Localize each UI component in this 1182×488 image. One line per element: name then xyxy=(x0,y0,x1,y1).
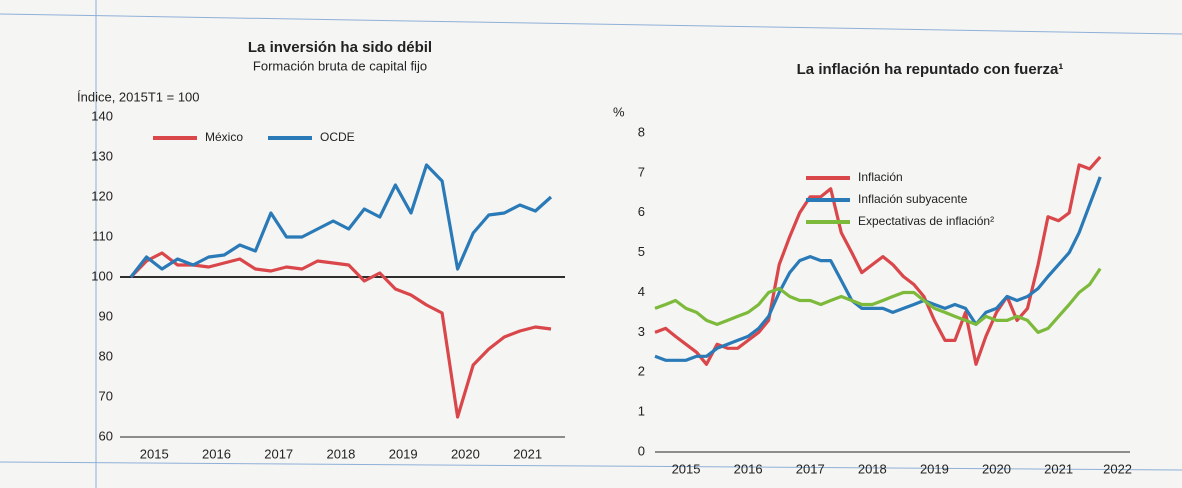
y-tick-label: 80 xyxy=(99,348,113,363)
y-tick-label: 8 xyxy=(638,124,645,139)
x-tick-label: 2020 xyxy=(982,461,1011,476)
y-tick-label: 70 xyxy=(99,388,113,403)
x-tick-label: 2018 xyxy=(858,461,887,476)
legend-label: México xyxy=(205,130,243,144)
y-tick-label: 2 xyxy=(638,364,645,379)
y-tick-label: 130 xyxy=(91,148,113,163)
y-tick-label: 5 xyxy=(638,244,645,259)
chart-title: La inflación ha repuntado con fuerza¹ xyxy=(797,61,1064,78)
x-tick-label: 2016 xyxy=(734,461,763,476)
x-tick-label: 2019 xyxy=(920,461,949,476)
chart-subtitle: Formación bruta de capital fijo xyxy=(253,58,427,73)
y-tick-label: 120 xyxy=(91,188,113,203)
y-tick-label: 110 xyxy=(92,228,113,243)
x-tick-label: 2015 xyxy=(672,461,701,476)
legend-label: OCDE xyxy=(320,130,355,144)
x-tick-label: 2022 xyxy=(1103,461,1132,476)
y-tick-label: 90 xyxy=(99,308,113,323)
x-tick-label: 2017 xyxy=(796,461,825,476)
x-tick-label: 2019 xyxy=(389,446,418,461)
y-tick-label: 0 xyxy=(638,443,645,458)
y-tick-label: 140 xyxy=(91,108,113,123)
x-tick-label: 2017 xyxy=(264,446,293,461)
x-tick-label: 2021 xyxy=(513,446,542,461)
series-line xyxy=(654,176,1102,362)
legend-label: Inflación xyxy=(858,170,903,184)
y-tick-label: 100 xyxy=(91,268,113,283)
series-line xyxy=(654,267,1102,334)
x-tick-label: 2020 xyxy=(451,446,480,461)
series-line xyxy=(654,155,1102,366)
y-tick-label: 60 xyxy=(99,428,113,443)
chart-title: La inversión ha sido débil xyxy=(248,39,432,56)
y-tick-label: 4 xyxy=(638,284,645,299)
x-tick-label: 2015 xyxy=(140,446,169,461)
y-tick-label: 1 xyxy=(638,404,645,419)
scan-line xyxy=(0,13,1182,35)
y-axis-label: % xyxy=(613,104,625,119)
series-line xyxy=(129,251,552,419)
y-tick-label: 7 xyxy=(638,164,645,179)
x-tick-label: 2018 xyxy=(326,446,355,461)
y-tick-label: 6 xyxy=(638,204,645,219)
x-tick-label: 2021 xyxy=(1044,461,1073,476)
scan-line xyxy=(0,461,1182,471)
series-line xyxy=(129,163,553,278)
y-tick-label: 3 xyxy=(638,324,645,339)
y-axis-label: Índice, 2015T1 = 100 xyxy=(77,89,200,104)
legend-label: Expectativas de inflación² xyxy=(858,214,994,228)
x-tick-label: 2016 xyxy=(202,446,231,461)
legend-label: Inflación subyacente xyxy=(858,192,968,206)
